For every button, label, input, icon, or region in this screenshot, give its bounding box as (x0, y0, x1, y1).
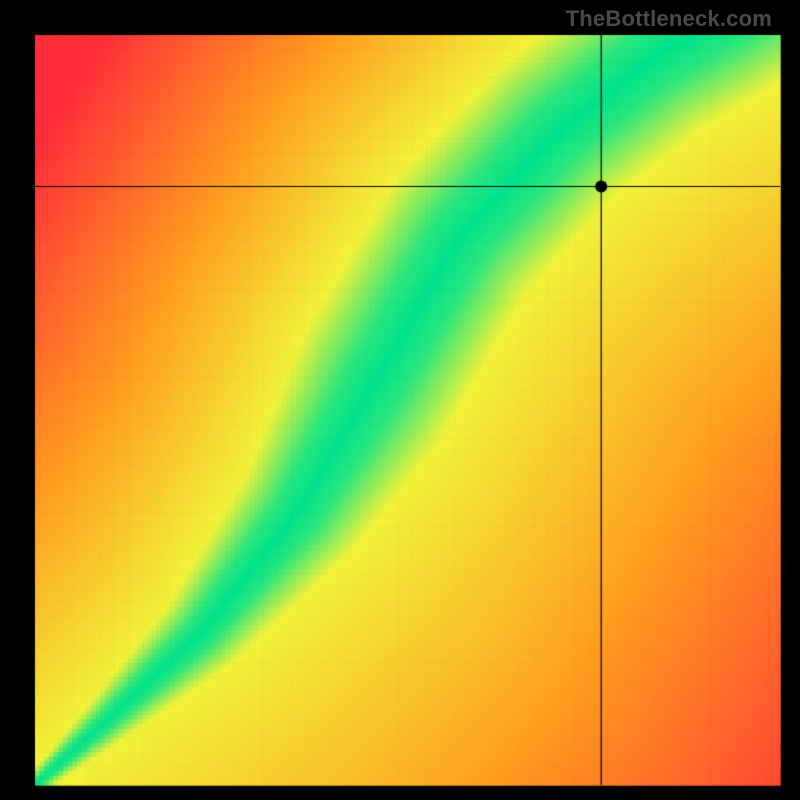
chart-container: TheBottleneck.com (0, 0, 800, 800)
watermark-text: TheBottleneck.com (566, 6, 772, 32)
bottleneck-heatmap (0, 0, 800, 800)
